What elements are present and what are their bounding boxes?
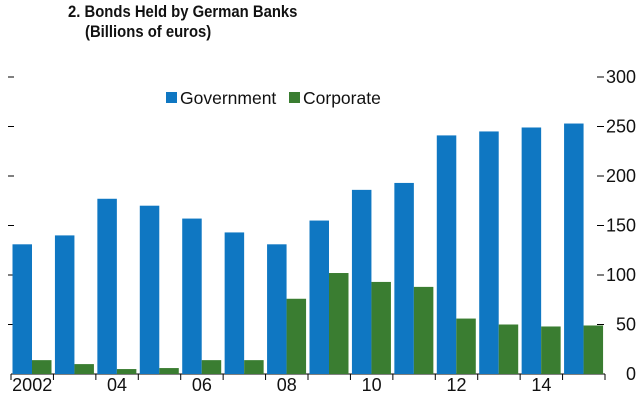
x-tick-label-12: 12	[446, 375, 466, 394]
bar-corporate-05	[159, 368, 179, 374]
legend: Government Corporate	[166, 88, 381, 108]
bar-corporate-03	[74, 364, 94, 374]
bar-corporate-15	[583, 325, 604, 374]
bar-government-05	[139, 205, 160, 374]
bar-corporate-12	[456, 318, 476, 374]
legend-label-corporate: Corporate	[303, 88, 381, 108]
bar-corporate-06	[201, 360, 222, 374]
bar-government-04	[97, 198, 117, 374]
bar-corporate-11	[413, 286, 434, 374]
bar-corporate-10	[371, 281, 391, 374]
chart-title: 2. Bonds Held by German Banks	[68, 3, 298, 21]
x-tick-label-10: 10	[362, 375, 382, 394]
legend-swatch-corporate	[289, 92, 300, 103]
x-tick-label-06: 06	[192, 375, 212, 394]
bar-corporate-14	[541, 326, 561, 374]
y-tick-label-200: 200	[606, 166, 636, 186]
bar-corporate-07	[244, 360, 264, 374]
y-tick-label-50: 50	[616, 315, 636, 335]
bar-government-03	[54, 235, 75, 374]
bar-government-09	[309, 220, 329, 374]
bar-government-2002	[12, 244, 32, 374]
bars	[12, 123, 604, 375]
legend-swatch-government	[166, 92, 177, 103]
x-tick-label-04: 04	[107, 375, 127, 394]
bar-government-08	[267, 244, 287, 374]
y-tick-label-250: 250	[606, 117, 636, 137]
x-tick-label-08: 08	[277, 375, 297, 394]
bar-corporate-08	[286, 298, 307, 374]
chart-subtitle: (Billions of euros)	[85, 23, 212, 41]
y-tick-label-100: 100	[606, 265, 636, 285]
y-tick-label-150: 150	[606, 216, 636, 236]
y-tick-label-300: 300	[606, 67, 636, 87]
axes: 0 50 100 150 200 250 300 2002 04 06 08 10 12 14	[8, 67, 636, 394]
bar-corporate-2002	[32, 360, 52, 374]
bar-corporate-13	[498, 324, 519, 374]
bar-government-13	[479, 131, 499, 374]
bar-government-11	[394, 182, 414, 374]
bar-government-15	[564, 123, 584, 374]
bar-government-14	[521, 127, 542, 375]
y-tick-label-0: 0	[626, 364, 636, 384]
x-tick-label-14: 14	[531, 375, 551, 394]
bar-government-12	[436, 135, 457, 374]
bar-corporate-09	[329, 273, 349, 374]
bar-government-07	[224, 232, 245, 374]
bar-government-06	[182, 218, 202, 374]
bar-corporate-04	[116, 369, 137, 374]
x-tick-label-2002: 2002	[12, 375, 52, 394]
legend-label-government: Government	[180, 88, 276, 108]
bar-government-10	[351, 189, 372, 374]
